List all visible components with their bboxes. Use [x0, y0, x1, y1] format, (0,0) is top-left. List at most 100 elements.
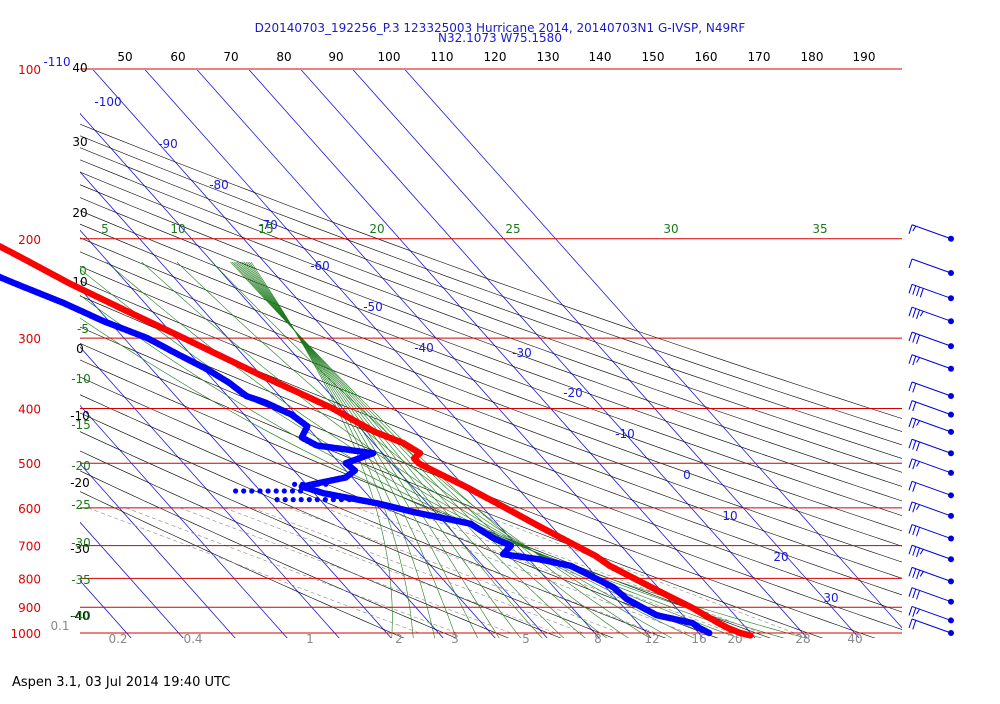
- theta-top-label: 100: [378, 50, 401, 64]
- moist-adiabat-top-label: 5: [101, 222, 109, 236]
- wind-barb-flag: [913, 608, 916, 617]
- dewpoint-point: [323, 482, 328, 487]
- wind-barb-staff: [912, 606, 951, 620]
- dewpoint-point: [300, 482, 305, 487]
- wind-barb-flag: [917, 505, 920, 510]
- dry-adiabat-line: [0, 69, 409, 640]
- moist-adiabat-top-label: 15: [258, 222, 273, 236]
- moist-adiabat-top-label: 10: [170, 222, 185, 236]
- dry-adiabat-line: [0, 69, 986, 640]
- dewpoint-point: [355, 497, 360, 502]
- chart-title-line2: N32.1073 W75.1580: [438, 31, 562, 45]
- moist-adiabat-line: [231, 262, 654, 640]
- mixing-ratio-label: 16: [691, 632, 706, 646]
- wind-barb-flag: [917, 335, 920, 344]
- dewpoint-point: [331, 497, 336, 502]
- mixing-ratio-line: [126, 508, 457, 633]
- wind-barb: [909, 439, 954, 456]
- wind-barb-staff: [912, 382, 951, 396]
- wind-barb-station: [948, 270, 954, 276]
- wind-barb-flag: [909, 439, 912, 448]
- theta-top-label: 60: [170, 50, 185, 64]
- isobar-label: 800: [18, 572, 41, 586]
- mixing-ratio-line: [180, 508, 511, 633]
- wind-barb: [909, 401, 954, 418]
- isotherm-label: -80: [209, 178, 229, 192]
- wind-barb-flag: [913, 356, 916, 365]
- dewpoint-point: [283, 497, 288, 502]
- dry-adiabat-line: [0, 69, 461, 640]
- mixing-ratio-label: 8: [594, 632, 602, 646]
- wind-barb-flag: [909, 418, 912, 427]
- wind-barb-flag: [913, 402, 916, 411]
- theta-top-label: 80: [276, 50, 291, 64]
- dewpoint-point: [257, 488, 262, 493]
- wind-barb-flag: [913, 419, 916, 428]
- theta-top-label: 180: [801, 50, 824, 64]
- isotherm-label: -20: [563, 386, 583, 400]
- wind-barb-flag: [913, 526, 916, 535]
- mixing-ratio-label: 0.4: [183, 632, 202, 646]
- theta-left-label: 40: [72, 61, 87, 75]
- dewpoint-point: [298, 488, 303, 493]
- isotherm-label: -10: [615, 427, 635, 441]
- isotherm-label: -50: [363, 300, 383, 314]
- wind-barb-staff: [912, 225, 951, 239]
- theta-top-label: 90: [328, 50, 343, 64]
- isotherm-line: [404, 69, 912, 639]
- wind-barb-flag: [909, 619, 912, 628]
- moist-adiabat-left-label: 0: [79, 264, 87, 278]
- dewpoint-point: [339, 497, 344, 502]
- wind-barb-flag: [909, 259, 912, 268]
- dewpoint-point: [282, 488, 287, 493]
- moist-adiabat-left-label: -35: [71, 573, 91, 587]
- wind-barb-staff: [912, 259, 951, 273]
- mixing-ratio-label: 40: [847, 632, 862, 646]
- mixing-ratio-line: [225, 508, 556, 633]
- moist-adiabat-left-label: -30: [71, 536, 91, 550]
- dry-adiabat-line: [0, 69, 881, 640]
- isotherm-label: 20: [773, 550, 788, 564]
- isotherm-line: [0, 69, 340, 639]
- isotherm-label: -90: [158, 137, 178, 151]
- dewpoint-point: [299, 497, 304, 502]
- dewpoint-point: [291, 497, 296, 502]
- wind-barb-station: [948, 393, 954, 399]
- theta-left-label: 20: [72, 206, 87, 220]
- dewpoint-point: [249, 488, 254, 493]
- isobar-label: 100: [18, 63, 41, 77]
- moist-adiabat-left-label: -20: [71, 459, 91, 473]
- wind-barb-flag: [913, 383, 916, 392]
- wind-barb-flag: [917, 310, 920, 319]
- wind-barb-flag: [917, 287, 920, 296]
- wind-barb-staff: [912, 355, 951, 369]
- theta-left-label: -20: [70, 476, 90, 490]
- wind-barb-flag: [917, 570, 920, 579]
- wind-barb: [909, 481, 954, 498]
- isobar-label: 200: [18, 233, 41, 247]
- wind-barb-flag: [913, 569, 916, 578]
- mixing-ratio-label: 5: [522, 632, 530, 646]
- dewpoint-point: [315, 497, 320, 502]
- dewpoint-point: [241, 488, 246, 493]
- dewpoint-point: [292, 482, 297, 487]
- isotherm-label: -110: [43, 55, 70, 69]
- wind-barb-flag: [920, 288, 923, 297]
- wind-barb-staff: [912, 481, 951, 495]
- isobar-label: 500: [18, 457, 41, 471]
- isotherm-label: 0: [683, 468, 691, 482]
- isotherm-label: 10: [722, 509, 737, 523]
- moist-adiabat-line: [142, 262, 722, 640]
- wind-barb-station: [948, 617, 954, 623]
- theta-top-label: 130: [537, 50, 560, 64]
- wind-barb: [909, 545, 954, 562]
- wind-barb-staff: [912, 502, 951, 516]
- wind-barb: [909, 502, 954, 519]
- isobar-label: 900: [18, 601, 41, 615]
- isotherm-line: [40, 69, 548, 639]
- wind-barb-station: [948, 470, 954, 476]
- theta-left-label: 0: [76, 342, 84, 356]
- wind-barb-flag: [909, 307, 912, 316]
